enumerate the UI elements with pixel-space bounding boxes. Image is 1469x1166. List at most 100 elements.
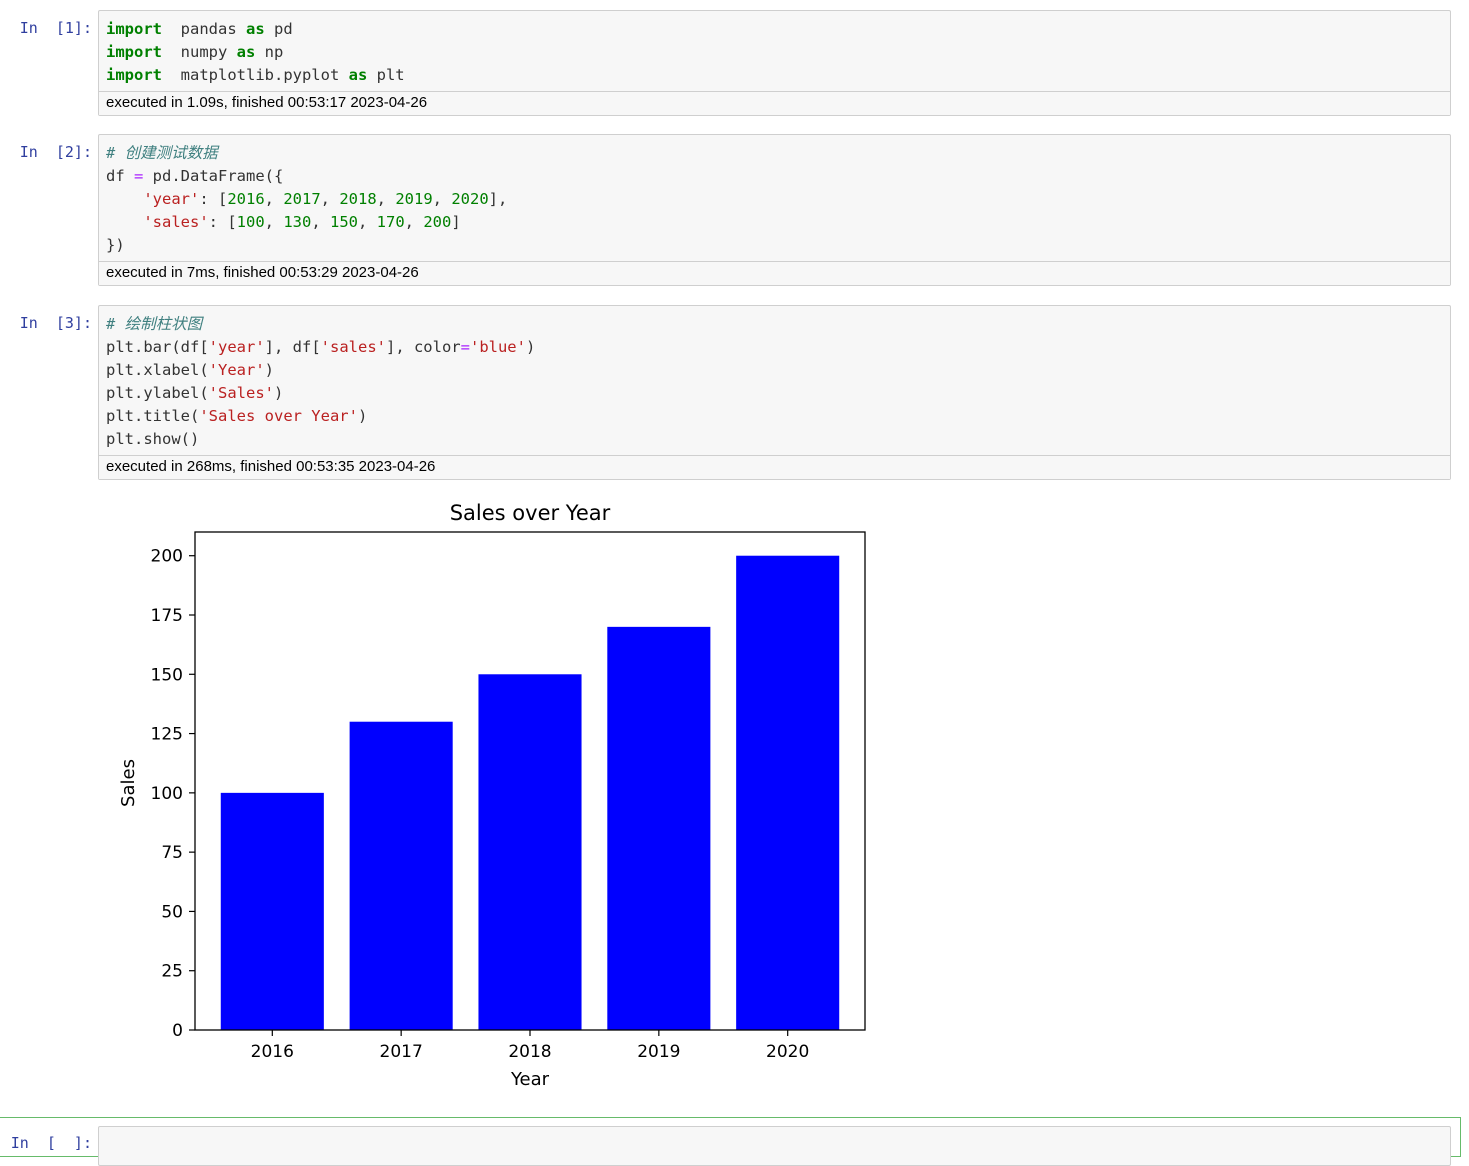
x-tick-label: 2019 [637,1042,680,1062]
code-token: 170 [376,213,405,231]
code-token: , [432,190,452,208]
x-tick-label: 2017 [380,1042,423,1062]
cell-prompt: In [3]: [19,314,92,332]
y-tick-label: 150 [151,665,183,685]
code-token: plt.ylabel( [106,384,209,402]
y-tick-label: 200 [151,547,183,567]
code-token: ) [357,407,368,425]
code-token: pandas [162,20,246,38]
y-tick-label: 75 [161,843,183,863]
code-token: as [348,66,368,84]
y-axis-label: Sales [118,759,139,807]
code-token: , [320,190,340,208]
code-token [106,190,143,208]
code-token: 'sales' [143,213,209,231]
code-token: 'Sales' [208,384,274,402]
y-tick-label: 100 [151,784,183,804]
code-token: ], [488,190,508,208]
code-editor[interactable]: # 绘制柱状图 plt.bar(df['year'], df['sales'],… [99,306,1450,455]
x-axis-label: Year [510,1069,550,1090]
code-token: # 绘制柱状图 [106,315,203,333]
y-tick-label: 175 [151,606,183,626]
code-token: 150 [330,213,358,231]
code-token: ) [264,361,274,379]
code-token: = [460,338,470,356]
x-tick-label: 2020 [766,1042,809,1062]
cell-prompt: In [ ]: [10,1134,92,1152]
code-token: 'sales' [320,338,386,356]
code-token: plt.xlabel( [106,361,209,379]
code-token: np [255,43,284,61]
code-token [106,213,143,231]
cell-prompt: In [2]: [19,143,92,161]
code-token: 'blue' [469,338,526,356]
code-token: : [ [199,190,228,208]
code-token: ], color [385,338,461,356]
plot-area: 0 25 50 75 100 125 150 175 200 2016 2017 2018 2019 20… [151,531,866,1062]
code-token: 200 [423,213,452,231]
code-token: }) [106,236,125,254]
code-token: plt [367,66,405,84]
code-token: , [404,213,424,231]
code-token: plt.show() [106,430,200,448]
code-token: pd.DataFrame({ [143,167,284,185]
code-input[interactable] [98,1126,1451,1166]
code-token: plt.title( [106,407,200,425]
bar [349,721,453,1030]
code-editor[interactable]: import pandas as pd import numpy as np i… [99,11,1450,91]
execution-info: executed in 1.09s, finished 00:53:17 202… [99,91,1450,115]
code-token: as [246,20,265,38]
code-token: , [264,190,284,208]
code-token: ) [273,384,284,402]
bar-chart-output: Sales over Year Year Sales 0 25 50 75 100 125… [118,501,866,1090]
code-input[interactable]: # 绘制柱状图 plt.bar(df['year'], df['sales'],… [98,305,1451,480]
code-token: 2017 [283,190,321,208]
code-token: plt.bar(df[ [106,338,209,356]
y-tick-label: 125 [151,725,183,745]
empty-cell[interactable]: In [ ]: [0,1117,1461,1166]
bar [478,674,582,1030]
code-token: 2019 [395,190,433,208]
code-input[interactable]: # 创建测试数据 df = pd.DataFrame({ 'year': [20… [98,134,1451,286]
code-token: df [106,167,134,185]
execution-info: executed in 7ms, finished 00:53:29 2023-… [99,261,1450,285]
code-token: numpy [162,43,237,61]
y-tick-label: 25 [161,962,183,982]
code-token: : [ [208,213,237,231]
code-token: 'year' [143,190,200,208]
code-token: import [106,20,162,38]
bar [220,792,324,1030]
code-token: ], df[ [264,338,321,356]
bar [607,626,711,1030]
code-token: , [358,213,377,231]
code-token: 2018 [339,190,377,208]
code-token: ] [451,213,461,231]
code-token: as [236,43,256,61]
code-token: 'Year' [208,361,265,379]
code-editor[interactable]: # 创建测试数据 df = pd.DataFrame({ 'year': [20… [99,135,1450,261]
x-tick-label: 2018 [508,1042,551,1062]
code-token: ) [525,338,536,356]
execution-info: executed in 268ms, finished 00:53:35 202… [99,455,1450,479]
code-token: , [376,190,396,208]
code-input[interactable]: import pandas as pd import numpy as np i… [98,10,1451,116]
code-editor[interactable] [99,1127,1450,1138]
code-token: 100 [236,213,265,231]
code-token: , [264,213,284,231]
code-token: 2020 [451,190,489,208]
code-token: import [106,43,162,61]
code-token: 130 [283,213,312,231]
chart-title: Sales over Year [450,501,611,525]
y-tick-label: 0 [172,1021,183,1041]
code-token: # 创建测试数据 [106,144,218,162]
code-token: , [311,213,330,231]
cell-prompt: In [1]: [19,19,92,37]
code-token: pd [264,20,293,38]
code-token: matplotlib.pyplot [162,66,349,84]
bar [736,555,840,1030]
code-token: 'Sales over Year' [199,407,358,425]
code-token: 2016 [227,190,265,208]
y-tick-label: 50 [161,902,183,922]
code-token: = [134,167,144,185]
code-token: 'year' [208,338,265,356]
